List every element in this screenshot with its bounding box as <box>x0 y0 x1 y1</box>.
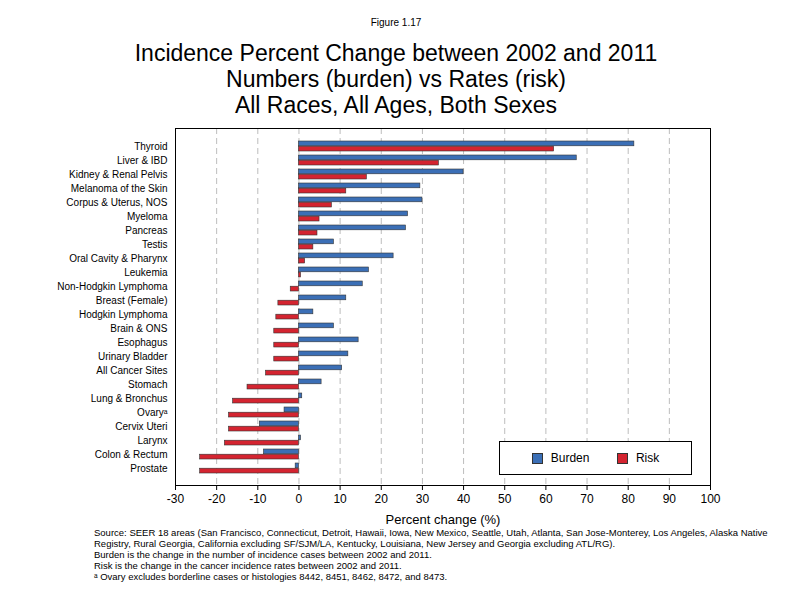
svg-text:Breast (Female): Breast (Female) <box>96 295 168 306</box>
svg-text:Myeloma: Myeloma <box>127 211 168 222</box>
svg-text:0: 0 <box>296 492 303 506</box>
svg-text:-10: -10 <box>249 492 267 506</box>
svg-text:Thyroid: Thyroid <box>134 141 167 152</box>
html-text:Burden: Burden <box>550 451 590 465</box>
svg-text:Testis: Testis <box>142 239 168 250</box>
html-text:Risk: Risk <box>635 451 660 465</box>
svg-text:Hodgkin Lymphoma: Hodgkin Lymphoma <box>79 309 168 320</box>
svg-text:30: 30 <box>416 492 430 506</box>
svg-text:Ovaryᵃ: Ovaryᵃ <box>137 407 168 418</box>
svg-text:Oral Cavity & Pharynx: Oral Cavity & Pharynx <box>69 253 167 264</box>
html-text:All Races, All Ages, Both Sexe: All Races, All Ages, Both Sexes <box>234 92 558 118</box>
html-text:Risk is the change in the canc: Risk is the change in the cancer inciden… <box>94 560 402 571</box>
svg-text:40: 40 <box>457 492 471 506</box>
svg-text:Prostate: Prostate <box>130 463 168 474</box>
svg-text:-20: -20 <box>208 492 226 506</box>
svg-text:70: 70 <box>580 492 594 506</box>
svg-text:80: 80 <box>622 492 636 506</box>
html-text:Source: SEER 18 areas (San Fra: Source: SEER 18 areas (San Francisco, Co… <box>94 527 768 549</box>
svg-text:Colon & Rectum: Colon & Rectum <box>95 449 168 460</box>
svg-text:Percent change (%): Percent change (%) <box>386 512 501 527</box>
svg-text:All Cancer Sites: All Cancer Sites <box>96 365 167 376</box>
svg-text:20: 20 <box>375 492 389 506</box>
svg-text:10: 10 <box>333 492 347 506</box>
svg-text:Liver & IBD: Liver & IBD <box>117 155 168 166</box>
svg-text:-30: -30 <box>167 492 185 506</box>
svg-text:Cervix Uteri: Cervix Uteri <box>115 421 167 432</box>
svg-text:50: 50 <box>498 492 512 506</box>
svg-text:Leukemia: Leukemia <box>124 267 168 278</box>
svg-text:Esophagus: Esophagus <box>117 337 167 348</box>
svg-text:Stomach: Stomach <box>128 379 167 390</box>
html-text:Incidence Percent Change betwe: Incidence Percent Change between 2002 an… <box>134 40 658 66</box>
svg-text:60: 60 <box>539 492 553 506</box>
svg-text:Corpus & Uterus, NOS: Corpus & Uterus, NOS <box>66 197 167 208</box>
svg-text:Brain & ONS: Brain & ONS <box>110 323 168 334</box>
html-text:Figure 1.17: Figure 1.17 <box>370 17 422 28</box>
html-text:Numbers (burden) vs Rates (ris: Numbers (burden) vs Rates (risk) <box>226 66 566 92</box>
svg-text:Non-Hodgkin Lymphoma: Non-Hodgkin Lymphoma <box>57 281 168 292</box>
svg-text:100: 100 <box>700 492 720 506</box>
svg-text:Larynx: Larynx <box>137 435 167 446</box>
svg-text:Lung & Bronchus: Lung & Bronchus <box>91 393 168 404</box>
svg-text:Urinary Bladder: Urinary Bladder <box>98 351 168 362</box>
html-text:Burden is the change in the nu: Burden is the change in the number of in… <box>94 549 432 560</box>
svg-text:90: 90 <box>663 492 677 506</box>
html-text:ᵃ Ovary excludes borderline ca: ᵃ Ovary excludes borderline cases or his… <box>94 571 448 582</box>
svg-text:Kidney & Renal Pelvis: Kidney & Renal Pelvis <box>69 169 167 180</box>
svg-text:Pancreas: Pancreas <box>125 225 167 236</box>
svg-text:Melanoma of the Skin: Melanoma of the Skin <box>71 183 168 194</box>
